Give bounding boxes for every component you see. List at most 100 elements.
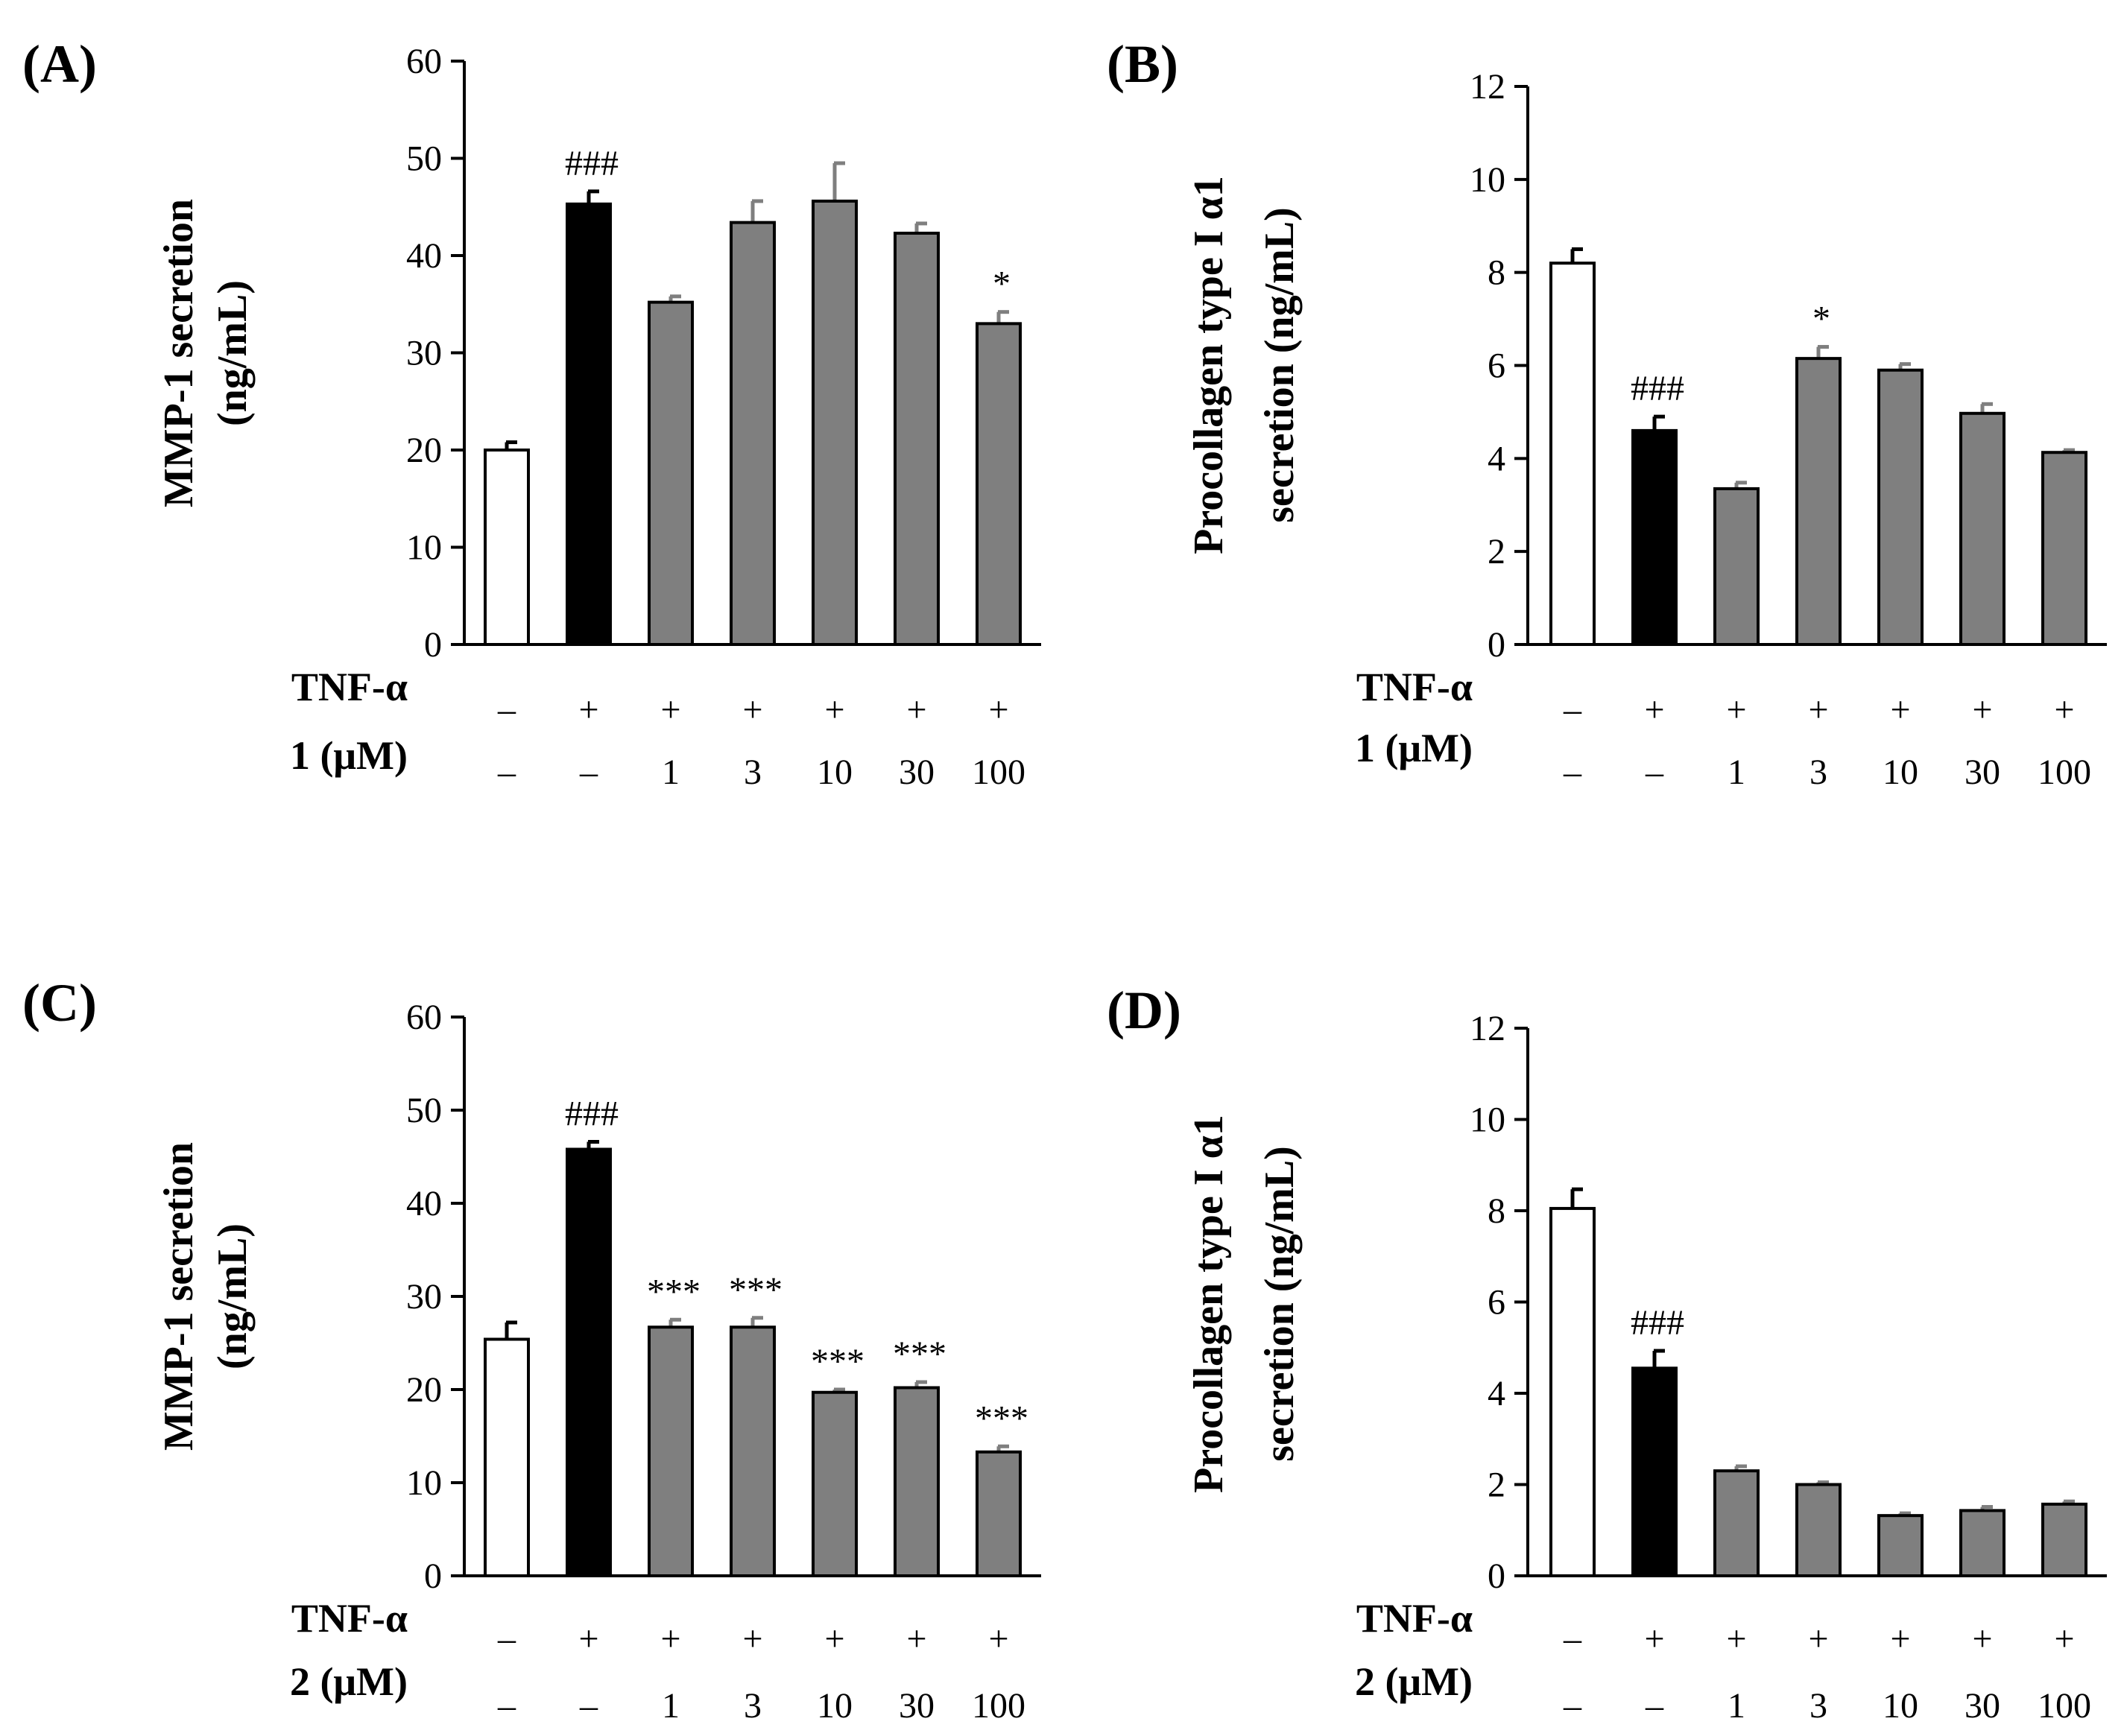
bar: [2041, 1502, 2087, 1578]
bar: [1713, 1469, 1760, 1577]
condition-cell: +: [2054, 1619, 2074, 1659]
condition-cell: +: [1726, 690, 1746, 729]
condition-cell: +: [906, 1619, 926, 1659]
bar: [1877, 1514, 1924, 1578]
bar: [484, 1337, 530, 1577]
condition-cell: +: [824, 690, 844, 729]
condition-cell: –: [1645, 1686, 1664, 1726]
condition-cell: –: [1563, 753, 1582, 792]
condition-row-label: TNF-α: [1356, 665, 1473, 709]
significance-label: ###: [1631, 1303, 1684, 1343]
condition-cell: 30: [899, 1686, 935, 1726]
condition-cell: +: [2054, 690, 2074, 729]
y-tick-label: 8: [1488, 253, 1505, 293]
condition-cell: +: [1644, 1619, 1664, 1659]
condition-cell: +: [1972, 690, 1992, 729]
significance-label: ***: [647, 1272, 701, 1311]
y-axis-label: MMP-1 secretion: [156, 199, 202, 507]
y-tick-label: 40: [406, 1184, 442, 1223]
bar: [730, 221, 776, 646]
bar: [566, 1147, 612, 1577]
panel-b: (B) 0 2 4 6 8 10 12 Procollagen type I α1 secreti…: [1107, 34, 2107, 792]
bar: [812, 199, 858, 647]
condition-cell: –: [497, 1619, 516, 1659]
y-tick-label: 50: [406, 1091, 442, 1130]
y-tick-label: 40: [406, 236, 442, 276]
panel-a: (A) 0 10 20 30 40 50 60 MMP-1 secretion (ng/mL) ##…: [22, 34, 1041, 792]
bar: [1631, 428, 1678, 647]
y-axis-label: secretion (ng/mL): [1257, 207, 1303, 523]
condition-cell: –: [1563, 1619, 1582, 1659]
y-axis-label: secretion (ng/mL): [1257, 1146, 1303, 1462]
y-axis-label: Procollagen type I α1: [1186, 176, 1232, 554]
condition-cell: 30: [1965, 1686, 2000, 1726]
condition-cell: 10: [817, 1686, 853, 1726]
condition-cell: 3: [1809, 1686, 1827, 1726]
bar: [484, 449, 530, 646]
condition-cell: 3: [744, 1686, 762, 1726]
significance-label: ***: [893, 1334, 946, 1374]
y-tick-label: 4: [1488, 1374, 1505, 1413]
y-tick-label: 20: [406, 1370, 442, 1410]
condition-cell: +: [988, 690, 1008, 729]
y-axis-label: (ng/mL): [209, 1223, 256, 1369]
condition-cell: +: [742, 1619, 762, 1659]
y-tick-label: 6: [1488, 346, 1505, 386]
significance-label: ###: [565, 144, 619, 183]
y-tick-label: 60: [406, 998, 442, 1037]
bar: [566, 202, 612, 646]
bar: [730, 1325, 776, 1577]
condition-cell: –: [1563, 1686, 1582, 1726]
panel-letter: (B): [1107, 34, 1178, 94]
panel-letter: (D): [1107, 981, 1181, 1040]
condition-cell: –: [579, 1686, 598, 1726]
bar: [894, 1386, 940, 1577]
y-tick-label: 10: [1470, 1100, 1505, 1140]
y-tick-label: 0: [1488, 1556, 1505, 1596]
condition-row-label: 2 (μM): [290, 1659, 408, 1704]
y-tick-label: 50: [406, 139, 442, 179]
condition-cell: +: [660, 690, 680, 729]
panel-c: (C) 0 10 20 30 40 50 60 MMP-1 secretion (ng/mL) ##…: [22, 973, 1041, 1726]
bar: [648, 300, 694, 646]
condition-cell: 30: [1965, 753, 2000, 792]
condition-row-label: TNF-α: [291, 665, 408, 709]
condition-cell: +: [1808, 1619, 1828, 1659]
condition-cell: 1: [662, 1686, 680, 1726]
condition-cell: 10: [817, 753, 853, 792]
condition-cell: +: [1890, 690, 1910, 729]
condition-cell: +: [742, 690, 762, 729]
condition-cell: 1: [1728, 753, 1745, 792]
condition-cell: +: [906, 690, 926, 729]
condition-cell: +: [988, 1619, 1008, 1659]
condition-cell: +: [1726, 1619, 1746, 1659]
panel-d: (D) 0 2 4 6 8 10 12 Procollagen type I α1 secreti…: [1107, 981, 2107, 1726]
condition-cell: +: [660, 1619, 680, 1659]
y-tick-label: 2: [1488, 1466, 1505, 1505]
condition-cell: +: [1808, 690, 1828, 729]
condition-row-label: TNF-α: [1356, 1596, 1473, 1641]
panel-letter: (A): [22, 34, 97, 94]
condition-cell: 10: [1883, 753, 1918, 792]
condition-row-label: TNF-α: [291, 1596, 408, 1641]
significance-label: ***: [975, 1398, 1028, 1438]
y-tick-label: 12: [1470, 67, 1505, 107]
y-tick-label: 10: [1470, 160, 1505, 200]
bar: [976, 322, 1022, 646]
y-tick-label: 2: [1488, 532, 1505, 571]
condition-cell: –: [497, 690, 516, 729]
y-tick-label: 10: [406, 528, 442, 568]
condition-cell: –: [579, 753, 598, 792]
y-tick-label: 0: [1488, 625, 1505, 665]
condition-row-label: 1 (μM): [290, 733, 408, 778]
bar: [812, 1390, 858, 1577]
condition-cell: 100: [972, 753, 1025, 792]
condition-cell: +: [578, 1619, 598, 1659]
bar: [648, 1325, 694, 1577]
bar: [2041, 451, 2087, 646]
condition-cell: +: [1890, 1619, 1910, 1659]
y-tick-label: 4: [1488, 439, 1505, 478]
y-tick-label: 0: [424, 625, 442, 665]
condition-cell: 1: [662, 753, 680, 792]
